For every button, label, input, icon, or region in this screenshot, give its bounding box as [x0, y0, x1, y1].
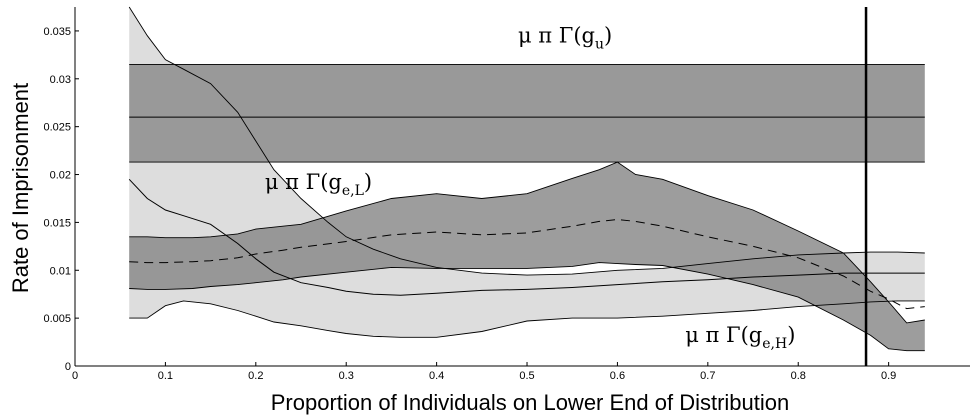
- annotation-subscript: e,H: [762, 336, 787, 352]
- x-tick-label: 0.8: [791, 370, 806, 382]
- annotation-subscript: u: [595, 36, 604, 52]
- annotation-subscript: e,L: [342, 183, 364, 199]
- annotation-main: μ π Γ(g: [518, 23, 595, 47]
- annotation-main: μ π Γ(g: [685, 323, 762, 347]
- upper-line-g_eH: [129, 161, 925, 324]
- annotation-close: ): [364, 170, 372, 194]
- annotation-main: μ π Γ(g: [265, 170, 342, 194]
- x-tick-label: 0.1: [158, 370, 173, 382]
- x-tick-label: 0.7: [700, 370, 715, 382]
- axes-layer: 0 0.1 0.2 0.3 0.4 0.5 0.6 0.7 0.8 0.9 0 0.005 0.01 0.…: [43, 7, 970, 382]
- band-g_eH: [129, 162, 925, 351]
- y-tick-label: 0.015: [43, 217, 71, 229]
- lower-line-g_eL: [129, 300, 925, 338]
- x-tick-label: 0: [72, 370, 78, 382]
- y-tick-label: 0.02: [50, 170, 71, 182]
- x-tick-label: 0.9: [881, 370, 896, 382]
- x-tick-label: 0.3: [339, 370, 354, 382]
- annotation-g_eL: μ π Γ(ge,L): [265, 170, 372, 199]
- y-tick-label: 0.035: [43, 26, 71, 38]
- center-line-g_eH: [129, 218, 925, 310]
- x-tick-label: 0.4: [429, 370, 444, 382]
- annotation-close: ): [787, 323, 795, 347]
- lower-line-g_eH: [129, 262, 925, 352]
- y-tick-label: 0.03: [50, 74, 71, 86]
- x-tick-label: 0.5: [519, 370, 534, 382]
- x-axis-label: Proportion of Individuals on Lower End o…: [271, 390, 790, 415]
- annotation-g_u: μ π Γ(gu): [518, 23, 612, 52]
- annotation-g_eH: μ π Γ(ge,H): [685, 323, 795, 352]
- y-tick-label: 0.005: [43, 313, 71, 325]
- line-layer: [128, 6, 925, 366]
- band-layer: [129, 7, 925, 351]
- center-line-g_eL: [128, 178, 925, 296]
- x-tick-label: 0.2: [248, 370, 263, 382]
- band-g_u: [129, 64, 925, 163]
- annotation-close: ): [604, 23, 612, 47]
- y-tick-label: 0: [65, 361, 71, 373]
- y-tick-label: 0.01: [50, 265, 71, 277]
- annotation-layer: μ π Γ(gu)μ π Γ(ge,L)μ π Γ(ge,H): [265, 23, 796, 352]
- y-axis-label: Rate of Imprisonment: [8, 83, 33, 293]
- x-tick-label: 0.6: [610, 370, 625, 382]
- y-tick-label: 0.025: [43, 122, 71, 134]
